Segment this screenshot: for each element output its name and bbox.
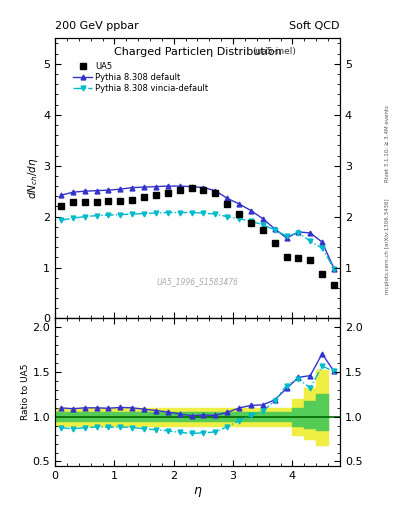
Legend: UA5, Pythia 8.308 default, Pythia 8.308 vincia-default: UA5, Pythia 8.308 default, Pythia 8.308 …	[73, 62, 208, 93]
Text: Rivet 3.1.10; ≥ 3.4M events: Rivet 3.1.10; ≥ 3.4M events	[385, 105, 389, 182]
X-axis label: η: η	[193, 483, 202, 497]
Text: 200 GeV ppbar: 200 GeV ppbar	[55, 22, 139, 31]
Text: Charged Particleη Distribution: Charged Particleη Distribution	[114, 47, 281, 57]
Text: (ua5-inel): (ua5-inel)	[252, 47, 296, 56]
Y-axis label: Ratio to UA5: Ratio to UA5	[20, 364, 29, 420]
Text: UA5_1996_S1583476: UA5_1996_S1583476	[156, 278, 239, 287]
Text: Soft QCD: Soft QCD	[290, 22, 340, 31]
Text: mcplots.cern.ch [arXiv:1306.3436]: mcplots.cern.ch [arXiv:1306.3436]	[385, 198, 389, 293]
Y-axis label: $dN_{ch}/d\eta$: $dN_{ch}/d\eta$	[26, 158, 40, 199]
